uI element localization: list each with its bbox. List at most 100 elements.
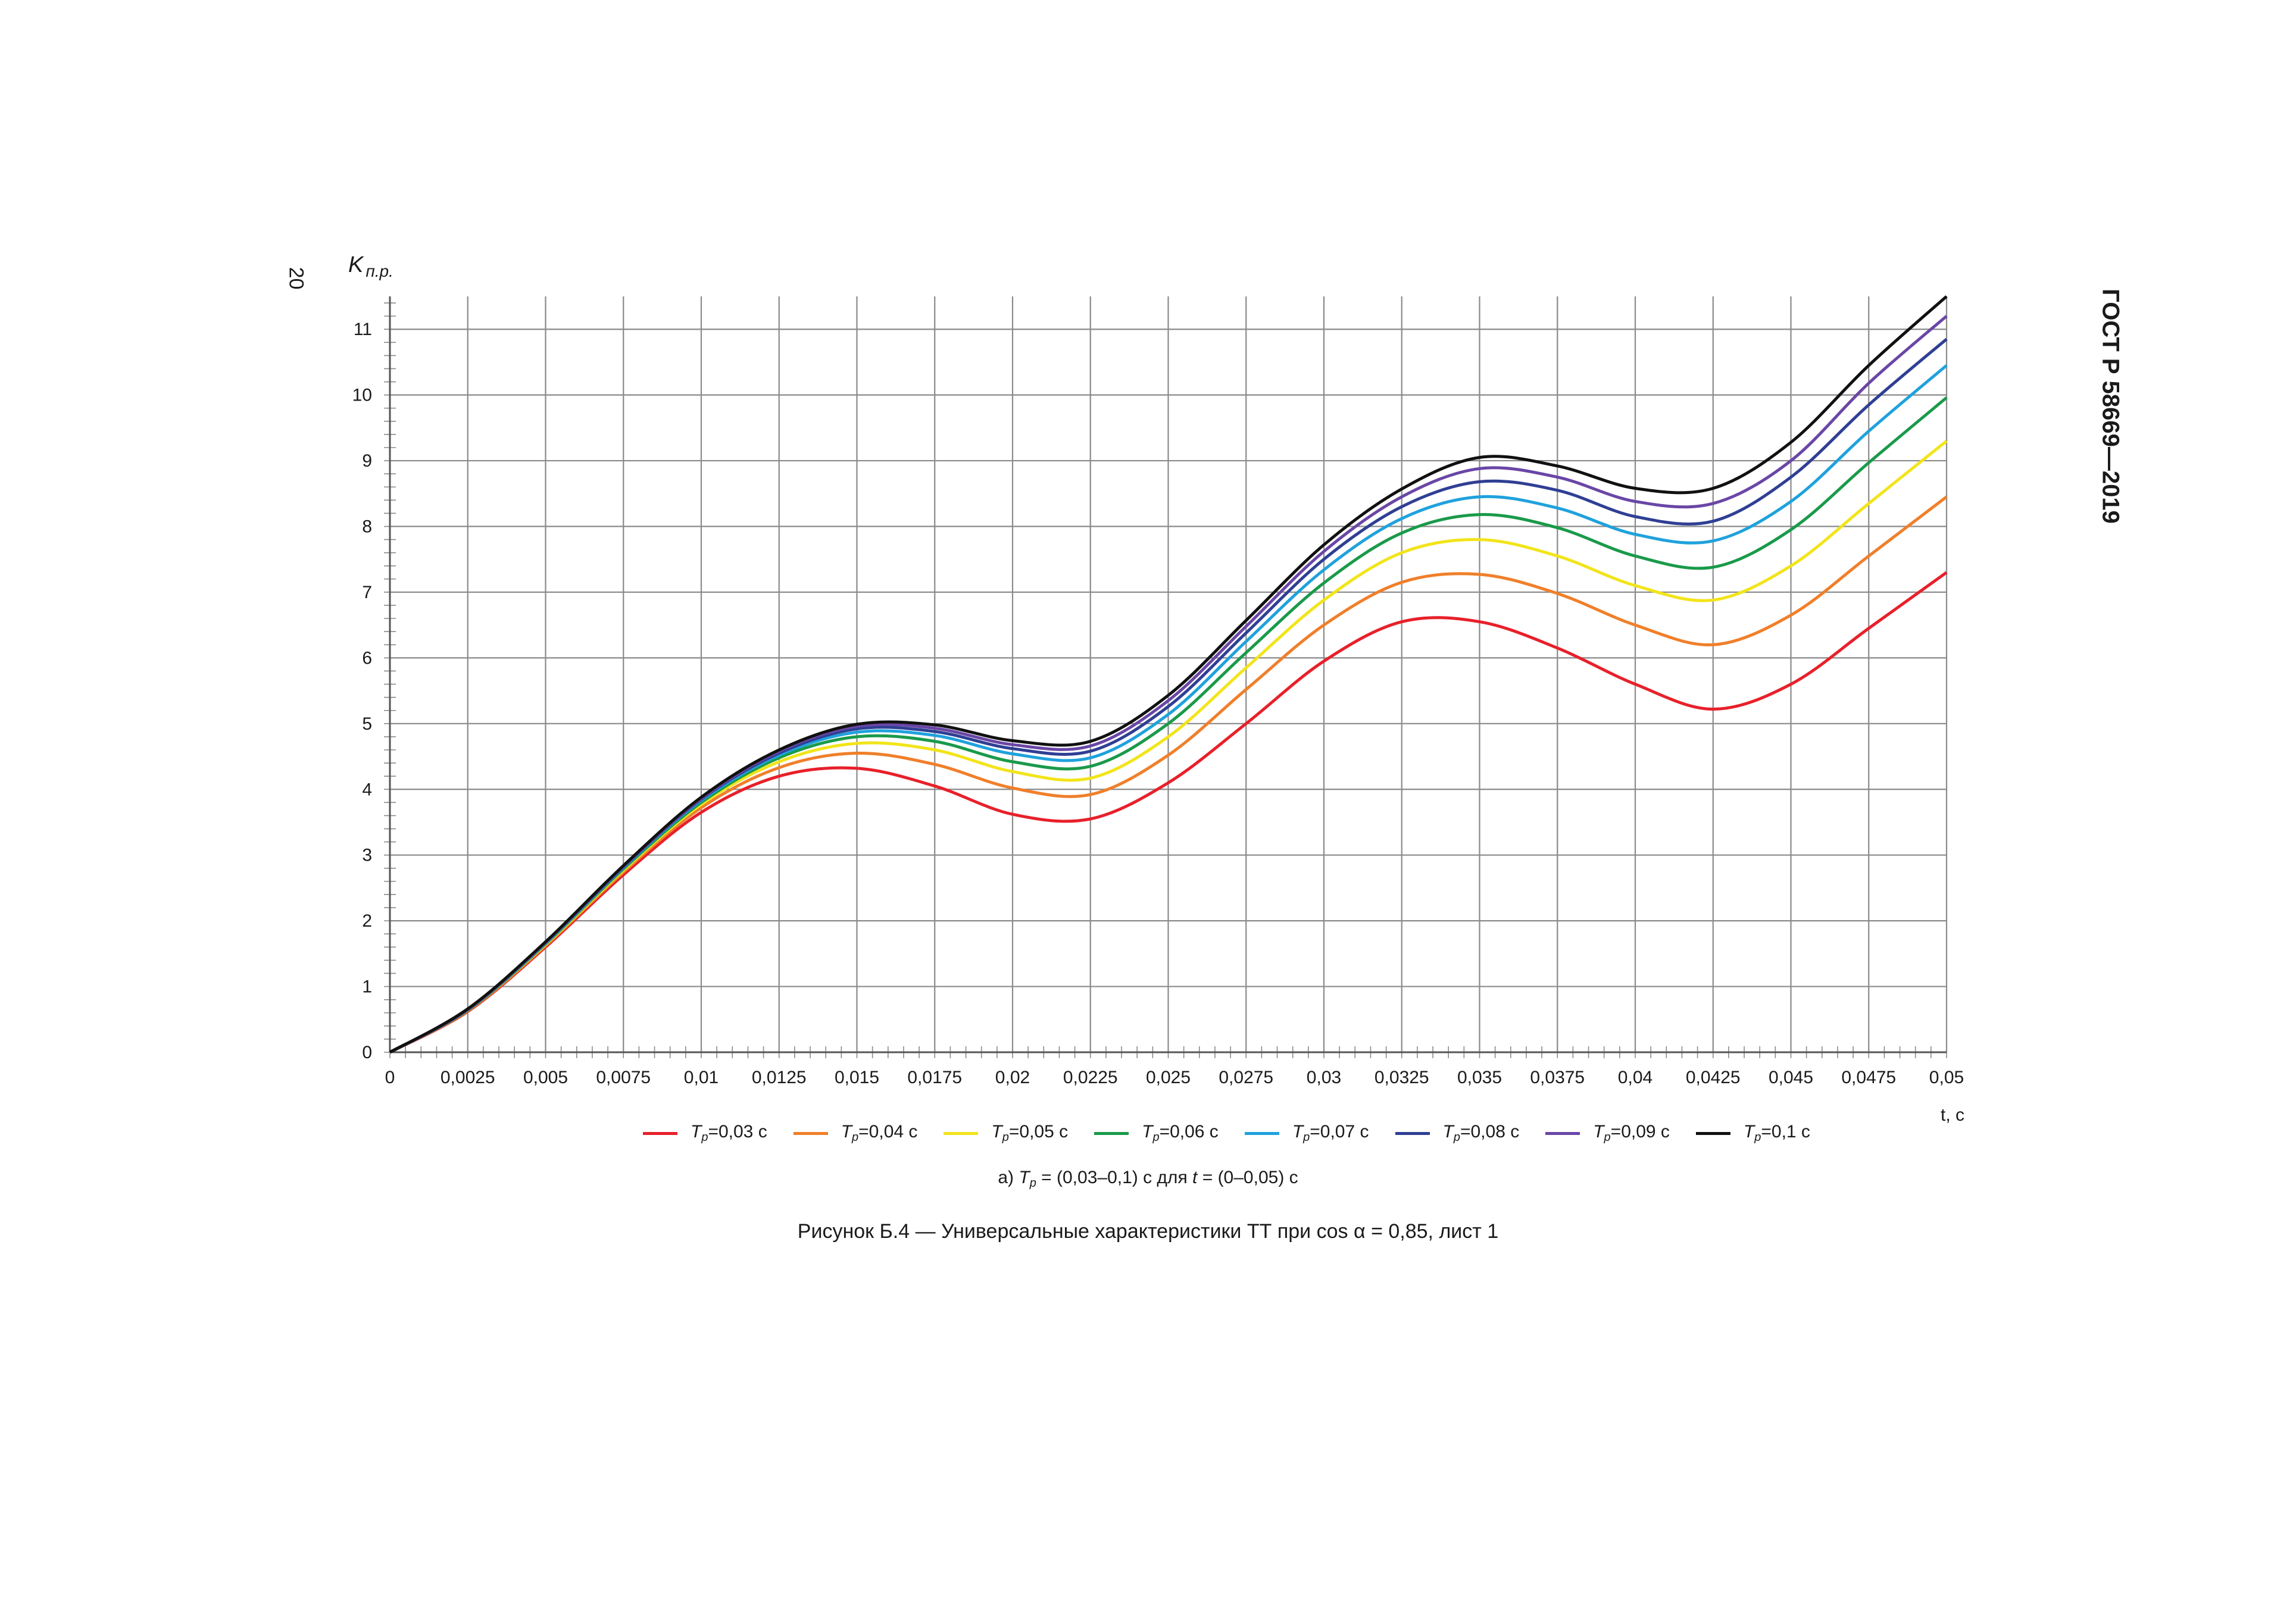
subcaption-prefix: а) [998,1168,1019,1187]
legend-label-sub: p [1754,1131,1761,1144]
legend-label-T: T [1292,1122,1304,1142]
legend-swatch [1695,1131,1730,1135]
legend-label: Tp=0,05 с [991,1122,1068,1144]
legend-swatch [944,1131,979,1135]
x-tick-label: 0,0375 [1530,1068,1585,1087]
legend-swatch [1244,1131,1279,1135]
x-tick-label: 0,0125 [752,1068,807,1087]
subcaption-mid2: = (0–0,05) с [1197,1168,1298,1187]
legend-item: Tp=0,07 с [1244,1122,1369,1144]
legend-label-value: =0,09 с [1610,1122,1670,1142]
y-tick-label: 8 [362,517,372,537]
legend-label-T: T [991,1122,1002,1142]
x-tick-label: 0,0225 [1063,1068,1118,1087]
x-tick-label: 0,025 [1146,1068,1191,1087]
x-tick-label: 0,05 [1929,1068,1964,1087]
legend-label: Tp=0,07 с [1292,1122,1369,1144]
x-tick-label: 0,01 [684,1068,719,1087]
legend-label-value: =0,03 с [708,1122,767,1142]
legend-label: Tp=0,09 с [1593,1122,1670,1144]
subcaption-mid1: = (0,03–0,1) с для [1036,1168,1193,1187]
x-tick-label: 0 [385,1068,395,1087]
y-tick-label: 6 [362,648,372,668]
legend-label: Tp=0,03 с [691,1122,767,1144]
legend-label-sub: p [1453,1131,1460,1144]
y-tick-label: 0 [362,1043,372,1062]
y-tick-label: 1 [362,977,372,997]
legend-label-sub: p [1002,1131,1009,1144]
legend-item: Tp=0,05 с [944,1122,1068,1144]
y-tick-label: 5 [362,714,372,734]
x-tick-label: 0,04 [1618,1068,1653,1087]
legend-label-sub: p [1152,1131,1160,1144]
legend-label-sub: p [1303,1131,1310,1144]
legend-label-value: =0,1 с [1761,1122,1810,1142]
legend-label-value: =0,07 с [1310,1122,1369,1142]
legend-swatch [1094,1131,1129,1135]
legend-label-sub: p [701,1131,708,1144]
y-axis-label-main: K [348,252,364,277]
legend-swatch [1545,1131,1580,1135]
x-tick-label: 0,02 [995,1068,1030,1087]
y-tick-label: 10 [352,386,372,405]
legend-swatch [1395,1131,1430,1135]
subcaption: а) Tp = (0,03–0,1) с для t = (0–0,05) с [0,1168,2296,1190]
x-tick-label: 0,03 [1307,1068,1341,1087]
legend-label-T: T [691,1122,702,1142]
x-tick-label: 0,0025 [441,1068,495,1087]
legend-label: Tp=0,1 с [1744,1122,1810,1144]
x-tick-label: 0,0175 [907,1068,962,1087]
x-tick-label: 0,045 [1769,1068,1813,1087]
figure-caption: Рисунок Б.4 — Универсальные характеристи… [797,1220,1499,1243]
legend-item: Tp=0,1 с [1695,1122,1810,1144]
legend-swatch [643,1131,677,1135]
x-tick-label: 0,0325 [1375,1068,1429,1087]
legend-label-T: T [1442,1122,1454,1142]
axes [384,296,1947,1058]
legend-item: Tp=0,06 с [1094,1122,1219,1144]
subcaption-t: t [1192,1168,1198,1187]
y-tick-label: 3 [362,846,372,865]
x-tick-label: 0,0475 [1841,1068,1896,1087]
x-tick-label: 0,035 [1457,1068,1502,1087]
grid [389,296,1948,1052]
legend-label-value: =0,06 с [1159,1122,1219,1142]
legend-label-T: T [1593,1122,1604,1142]
legend-label-value: =0,05 с [1008,1122,1069,1142]
legend-item: Tp=0,09 с [1545,1122,1670,1144]
legend-label-value: =0,04 с [858,1122,918,1142]
legend-item: Tp=0,04 с [793,1122,918,1144]
y-tick-label: 11 [354,320,372,339]
legend-label: Tp=0,08 с [1443,1122,1520,1144]
y-tick-label: 7 [362,583,372,602]
legend-label-T: T [1142,1122,1153,1142]
legend: Tp=0,03 с Tp=0,04 с Tp=0,05 с Tp=0,06 с Tp=0… [643,1122,1836,1144]
subcaption-T: T [1019,1168,1030,1187]
series-lines [389,295,1948,1054]
y-tick-label: 2 [362,911,372,931]
x-tick-label: 0,0075 [596,1068,651,1087]
legend-label-T: T [1743,1122,1755,1142]
subcaption-sub: p [1029,1177,1036,1190]
series-line [389,295,1948,1054]
series-line [389,571,1948,1054]
x-tick-label: 0,015 [835,1068,879,1087]
legend-label-T: T [841,1122,852,1142]
x-axis-label: t, с [1941,1105,1964,1125]
legend-label-value: =0,08 с [1460,1122,1520,1142]
series-line [389,495,1948,1054]
legend-label-sub: p [852,1131,859,1144]
y-tick-label: 4 [362,780,372,799]
y-axis-label-sub: п.р. [366,262,393,280]
legend-item: Tp=0,08 с [1395,1122,1520,1144]
x-tick-label: 0,005 [523,1068,568,1087]
legend-label: Tp=0,06 с [1142,1122,1219,1144]
legend-label-sub: p [1604,1131,1611,1144]
legend-item: Tp=0,03 с [643,1122,767,1144]
tick-labels: 0 0,0025 0,005 0,0075 0,01 0,0125 0,015 0,0175 0… [352,320,1964,1087]
x-tick-label: 0,0425 [1686,1068,1741,1087]
x-tick-label: 0,0275 [1219,1068,1273,1087]
legend-label: Tp=0,04 с [841,1122,918,1144]
